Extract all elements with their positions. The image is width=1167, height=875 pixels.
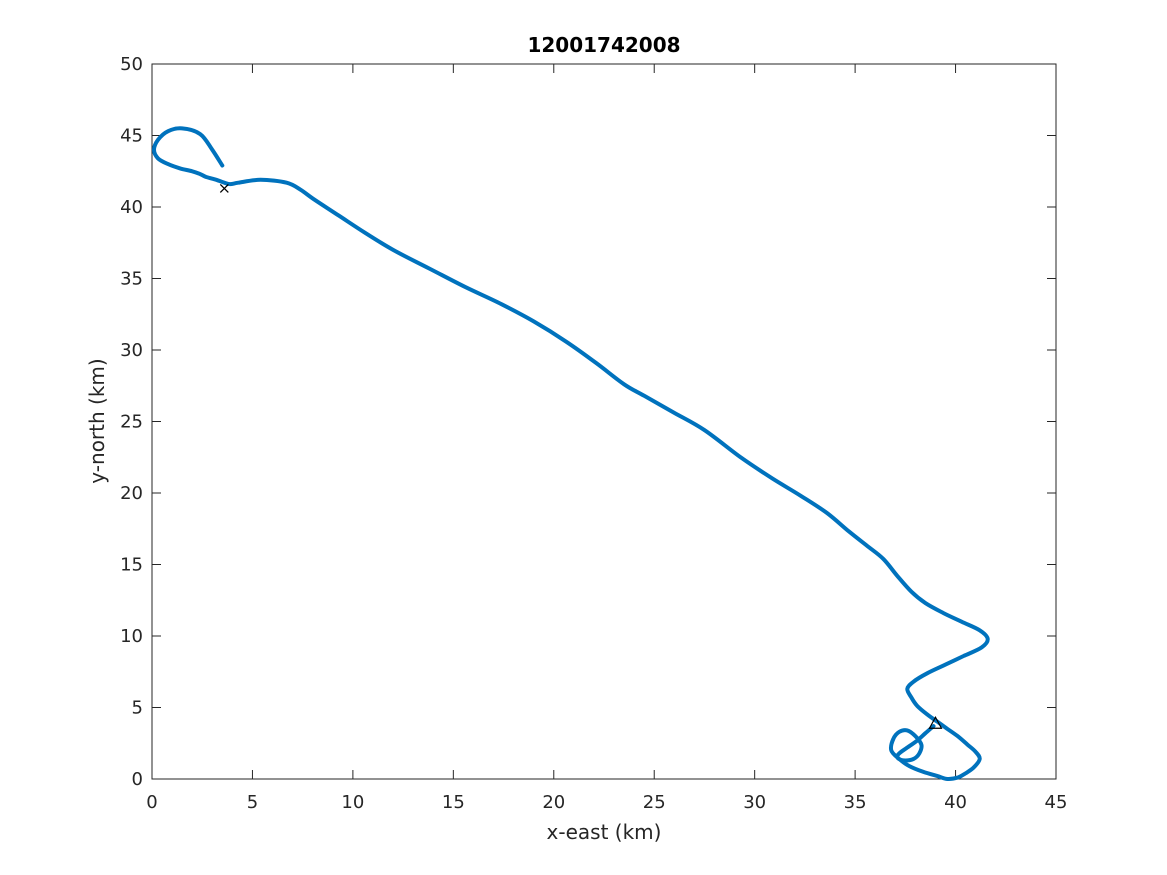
y-axis-label: y-north (km) — [85, 358, 109, 483]
y-tick-label: 25 — [120, 412, 143, 433]
y-tick-label: 50 — [120, 54, 143, 75]
y-tick-label: 30 — [120, 340, 143, 361]
plot-area — [151, 63, 1057, 780]
y-tick-label: 20 — [120, 483, 143, 504]
x-tick-label: 0 — [146, 792, 157, 813]
chart-title: 12001742008 — [527, 33, 680, 57]
x-tick-label: 10 — [341, 792, 364, 813]
y-tick-label: 10 — [120, 626, 143, 647]
x-tick-label: 40 — [944, 792, 967, 813]
y-tick-label: 5 — [132, 698, 143, 719]
x-tick-label: 15 — [442, 792, 465, 813]
x-tick-labels: 0 5 10 15 20 25 30 35 40 45 — [146, 792, 1067, 813]
x-tick-label: 25 — [643, 792, 666, 813]
trajectory-line — [152, 126, 990, 782]
end-marker-cross — [219, 183, 229, 193]
x-tick-label: 35 — [844, 792, 867, 813]
y-tick-labels: 0 5 10 15 20 25 30 35 40 45 50 — [120, 54, 143, 790]
axis-ticks — [151, 63, 1057, 780]
y-tick-label: 35 — [120, 269, 143, 290]
y-tick-label: 40 — [120, 197, 143, 218]
y-tick-label: 15 — [120, 555, 143, 576]
x-tick-label: 45 — [1045, 792, 1068, 813]
x-tick-label: 20 — [542, 792, 565, 813]
x-tick-label: 5 — [247, 792, 258, 813]
x-tick-label: 30 — [743, 792, 766, 813]
series-layer — [152, 126, 990, 782]
marker-layer — [219, 183, 943, 729]
y-tick-label: 45 — [120, 126, 143, 147]
y-tick-label: 0 — [132, 769, 143, 790]
x-axis-label: x-east (km) — [547, 820, 662, 844]
start-marker-triangle — [928, 715, 943, 729]
